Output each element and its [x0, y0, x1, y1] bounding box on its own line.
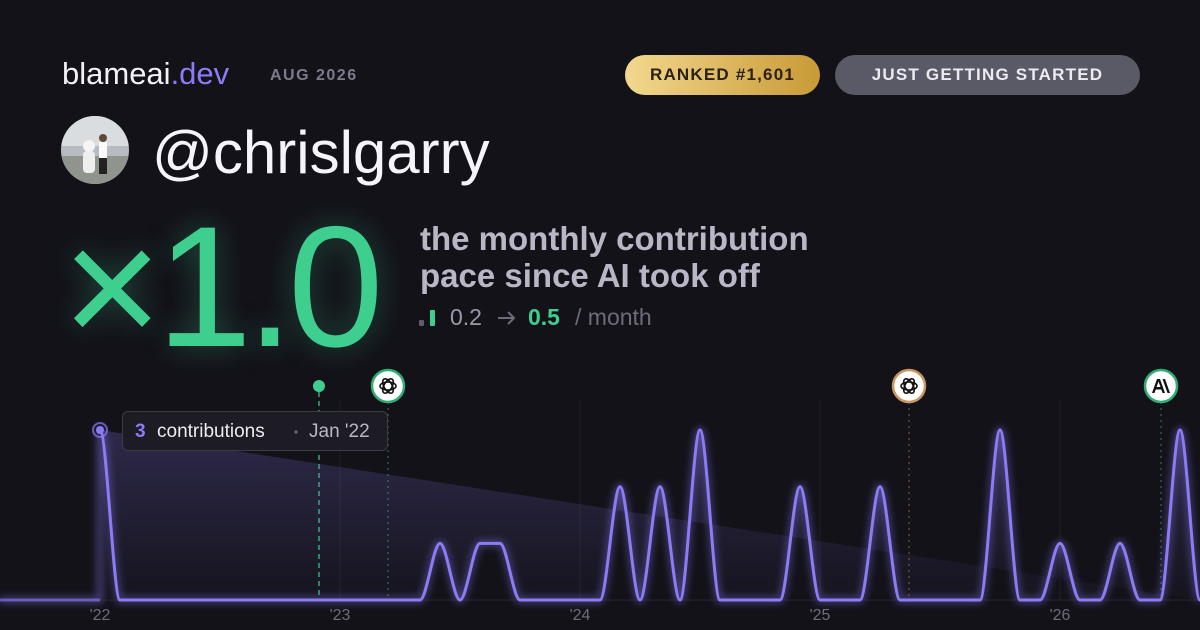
- tooltip: 3 contributions Jan '22: [122, 411, 388, 451]
- anthropic-icon: [1143, 368, 1179, 404]
- openai-icon: [891, 368, 927, 404]
- line-area: [100, 430, 1200, 600]
- x-tick-label: '25: [810, 607, 831, 624]
- pace-before: 0.2: [450, 304, 482, 330]
- openai-icon: [370, 368, 406, 404]
- brand-name: blameai: [62, 56, 171, 91]
- x-tick-label: '23: [330, 607, 351, 624]
- marker-dot: [313, 380, 325, 392]
- rank-badge: RANKED #1,601: [625, 55, 820, 95]
- highlight-ring: [92, 422, 108, 438]
- description: pace since AI took off: [420, 257, 760, 294]
- x-tick-label: '24: [570, 607, 591, 624]
- brand: blameai.dev: [62, 56, 229, 92]
- pace-unit: / month: [575, 304, 652, 330]
- brand-tld: .dev: [170, 56, 230, 91]
- line: [98, 428, 1200, 602]
- highlight-dot: [96, 426, 104, 434]
- tooltip-label: contributions: [157, 421, 265, 442]
- avatar: [61, 116, 129, 184]
- description: the monthly contribution: [420, 220, 809, 257]
- tooltip-separator: [294, 430, 298, 434]
- avatar-image: [61, 116, 129, 184]
- pace-icon: [419, 310, 435, 326]
- tooltip-value: 3: [135, 421, 146, 442]
- x-tick-label: '22: [90, 607, 111, 624]
- pace-after: 0.5: [528, 304, 560, 330]
- period: AUG 2026: [270, 67, 358, 84]
- status-badge: JUST GETTING STARTED: [835, 55, 1140, 95]
- handle: @chrislgarry: [152, 119, 490, 186]
- tooltip-date: Jan '22: [309, 421, 370, 442]
- multiplier: ×1.0: [62, 191, 384, 383]
- pace-arrow: [498, 311, 516, 325]
- x-tick-label: '26: [1050, 607, 1071, 624]
